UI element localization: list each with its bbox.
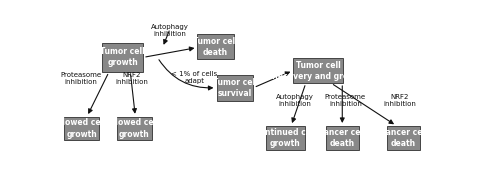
FancyBboxPatch shape xyxy=(197,34,234,59)
Text: Cancer cell
death: Cancer cell death xyxy=(380,128,428,148)
Text: continued cell
growth: continued cell growth xyxy=(254,128,316,148)
FancyBboxPatch shape xyxy=(387,126,420,150)
Text: Tumor cell
death: Tumor cell death xyxy=(193,37,238,57)
Text: Proteasome
inhibition: Proteasome inhibition xyxy=(60,72,102,85)
FancyBboxPatch shape xyxy=(102,43,143,72)
Text: Tumor cell
Recovery and growth: Tumor cell Recovery and growth xyxy=(272,61,364,81)
Text: NRF2
inhibition: NRF2 inhibition xyxy=(383,94,416,107)
Text: Slowed cell
growth: Slowed cell growth xyxy=(110,119,158,139)
Text: NRF2
inhibition: NRF2 inhibition xyxy=(115,72,148,85)
FancyBboxPatch shape xyxy=(266,126,304,150)
Text: Cancer cell
death: Cancer cell death xyxy=(318,128,366,148)
FancyBboxPatch shape xyxy=(293,58,344,83)
FancyBboxPatch shape xyxy=(64,117,100,140)
Text: Tumor cell
survival: Tumor cell survival xyxy=(212,78,258,98)
Text: Proteasome
inhibition: Proteasome inhibition xyxy=(325,94,366,107)
FancyBboxPatch shape xyxy=(117,117,152,140)
FancyBboxPatch shape xyxy=(326,126,358,150)
FancyBboxPatch shape xyxy=(216,75,254,101)
Text: Autophagy
inhibition: Autophagy inhibition xyxy=(152,24,189,37)
Text: Slowed cell
growth: Slowed cell growth xyxy=(58,119,106,139)
Text: Autophagy
inhibition: Autophagy inhibition xyxy=(276,94,314,107)
Text: < 1% of cells
adapt: < 1% of cells adapt xyxy=(171,71,218,84)
Text: Tumor cell
growth: Tumor cell growth xyxy=(100,47,145,67)
